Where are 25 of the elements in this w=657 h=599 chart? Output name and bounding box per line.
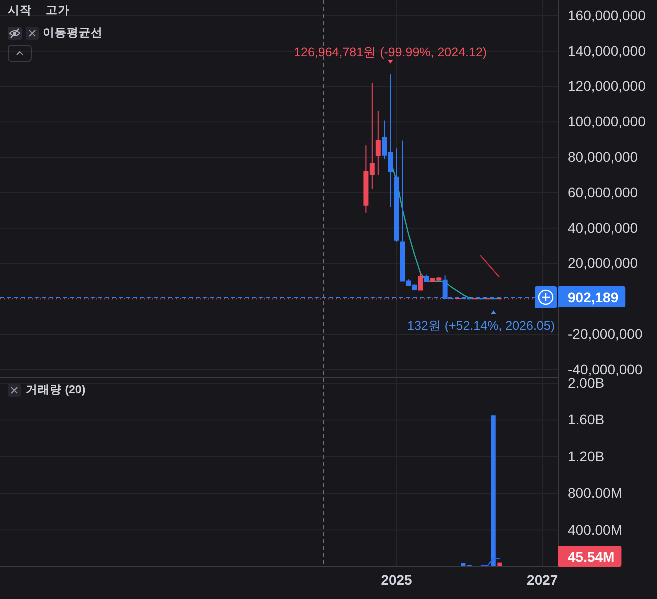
y-tick-label: 140,000,000 <box>568 42 646 59</box>
annotation: 이동평균선 <box>43 26 103 40</box>
y-tick-label: -40,000,000 <box>568 361 643 378</box>
text: 거래량 (20) <box>26 384 86 396</box>
y-tick-label: 400.00M <box>568 522 622 538</box>
y-tick-label: -20,000,000 <box>568 326 643 342</box>
y-tick-label: 800.00M <box>568 485 622 502</box>
y-tick-label: 120,000,000 <box>568 78 646 94</box>
x-tick-label: 2025 <box>381 572 413 588</box>
annotation: 132원 (+52.14%, 2026.05) <box>408 319 555 334</box>
y-tick-label: 20,000,000 <box>568 255 638 272</box>
y-tick-label: 100,000,000 <box>568 114 646 130</box>
y-tick-label: 1.20B <box>568 448 605 464</box>
ref-line-label: 902,189 <box>568 290 619 306</box>
x-tick-label: 2027 <box>527 572 558 588</box>
annotation: 고가 <box>46 4 70 17</box>
y-tick-label: 2.00B <box>568 374 605 391</box>
y-tick-label: 80,000,000 <box>568 149 638 166</box>
annotation: 126,964,781원 (-99.99%, 2024.12) <box>294 45 488 60</box>
y-tick-label: 1.60B <box>568 412 605 428</box>
annotation: 시작 <box>8 4 32 17</box>
y-tick-label: 60,000,000 <box>568 184 638 200</box>
y-tick-label: 160,000,000 <box>568 7 646 24</box>
text: 45.54M <box>568 549 615 565</box>
y-tick-label: 40,000,000 <box>568 220 638 236</box>
